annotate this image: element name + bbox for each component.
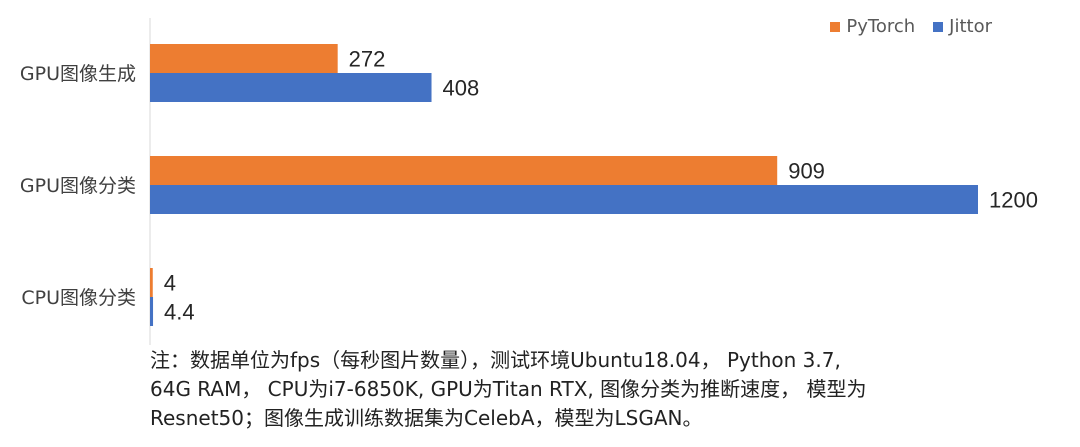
legend-item-jittor: Jittor	[933, 16, 992, 37]
bar-pytorch	[150, 268, 153, 297]
category-label: CPU图像分类	[21, 287, 136, 309]
data-label: 909	[788, 159, 825, 184]
chart-legend: PyTorch Jittor	[830, 16, 992, 37]
legend-item-pytorch: PyTorch	[830, 16, 915, 37]
data-label: 272	[349, 47, 386, 72]
legend-swatch-pytorch	[830, 21, 841, 32]
legend-swatch-jittor	[933, 21, 944, 32]
bar-jittor	[150, 185, 978, 214]
bar-jittor	[150, 73, 432, 102]
data-label: 408	[443, 76, 480, 101]
footnote-line-1: 注：数据单位为fps（每秒图片数量），测试环境Ubuntu18.04， Pyth…	[150, 348, 841, 372]
legend-label-pytorch: PyTorch	[846, 16, 916, 37]
chart-footnote: 注：数据单位为fps（每秒图片数量），测试环境Ubuntu18.04， Pyth…	[150, 346, 1050, 433]
bar-chart: GPU图像生成 272 408 GPU图像分类 909 1200 CPU图像分类 4 4.4	[20, 18, 1038, 345]
category-label: GPU图像分类	[20, 175, 136, 197]
bar-jittor	[150, 297, 154, 326]
footnote-line-2: 64G RAM， CPU为i7-6850K, GPU为Titan RTX, 图像…	[150, 377, 867, 401]
category-label: GPU图像生成	[20, 63, 136, 85]
data-label: 1200	[989, 188, 1038, 213]
bar-pytorch	[150, 44, 338, 73]
data-label: 4	[164, 271, 176, 296]
data-label: 4.4	[164, 300, 195, 325]
bar-pytorch	[150, 156, 778, 185]
footnote-line-3: Resnet50；图像生成训练数据集为CelebA，模型为LSGAN。	[150, 406, 703, 430]
legend-label-jittor: Jittor	[949, 16, 992, 37]
